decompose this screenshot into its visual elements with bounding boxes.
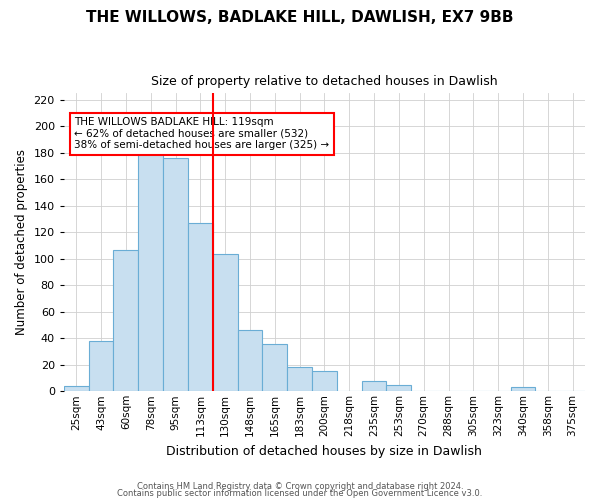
Text: Contains public sector information licensed under the Open Government Licence v3: Contains public sector information licen…: [118, 490, 482, 498]
Title: Size of property relative to detached houses in Dawlish: Size of property relative to detached ho…: [151, 75, 498, 88]
Text: THE WILLOWS, BADLAKE HILL, DAWLISH, EX7 9BB: THE WILLOWS, BADLAKE HILL, DAWLISH, EX7 …: [86, 10, 514, 25]
Bar: [113, 250, 138, 392]
Text: Contains HM Land Registry data © Crown copyright and database right 2024.: Contains HM Land Registry data © Crown c…: [137, 482, 463, 491]
Bar: [362, 380, 386, 392]
Bar: [163, 158, 188, 392]
Bar: [188, 223, 213, 392]
Bar: [312, 372, 337, 392]
Bar: [287, 368, 312, 392]
Bar: [238, 330, 262, 392]
Bar: [213, 254, 238, 392]
Text: THE WILLOWS BADLAKE HILL: 119sqm
← 62% of detached houses are smaller (532)
38% : THE WILLOWS BADLAKE HILL: 119sqm ← 62% o…: [74, 117, 329, 150]
Bar: [511, 388, 535, 392]
Bar: [138, 154, 163, 392]
Bar: [89, 341, 113, 392]
Y-axis label: Number of detached properties: Number of detached properties: [15, 150, 28, 336]
Bar: [64, 386, 89, 392]
Bar: [386, 384, 411, 392]
Bar: [262, 344, 287, 392]
X-axis label: Distribution of detached houses by size in Dawlish: Distribution of detached houses by size …: [166, 444, 482, 458]
